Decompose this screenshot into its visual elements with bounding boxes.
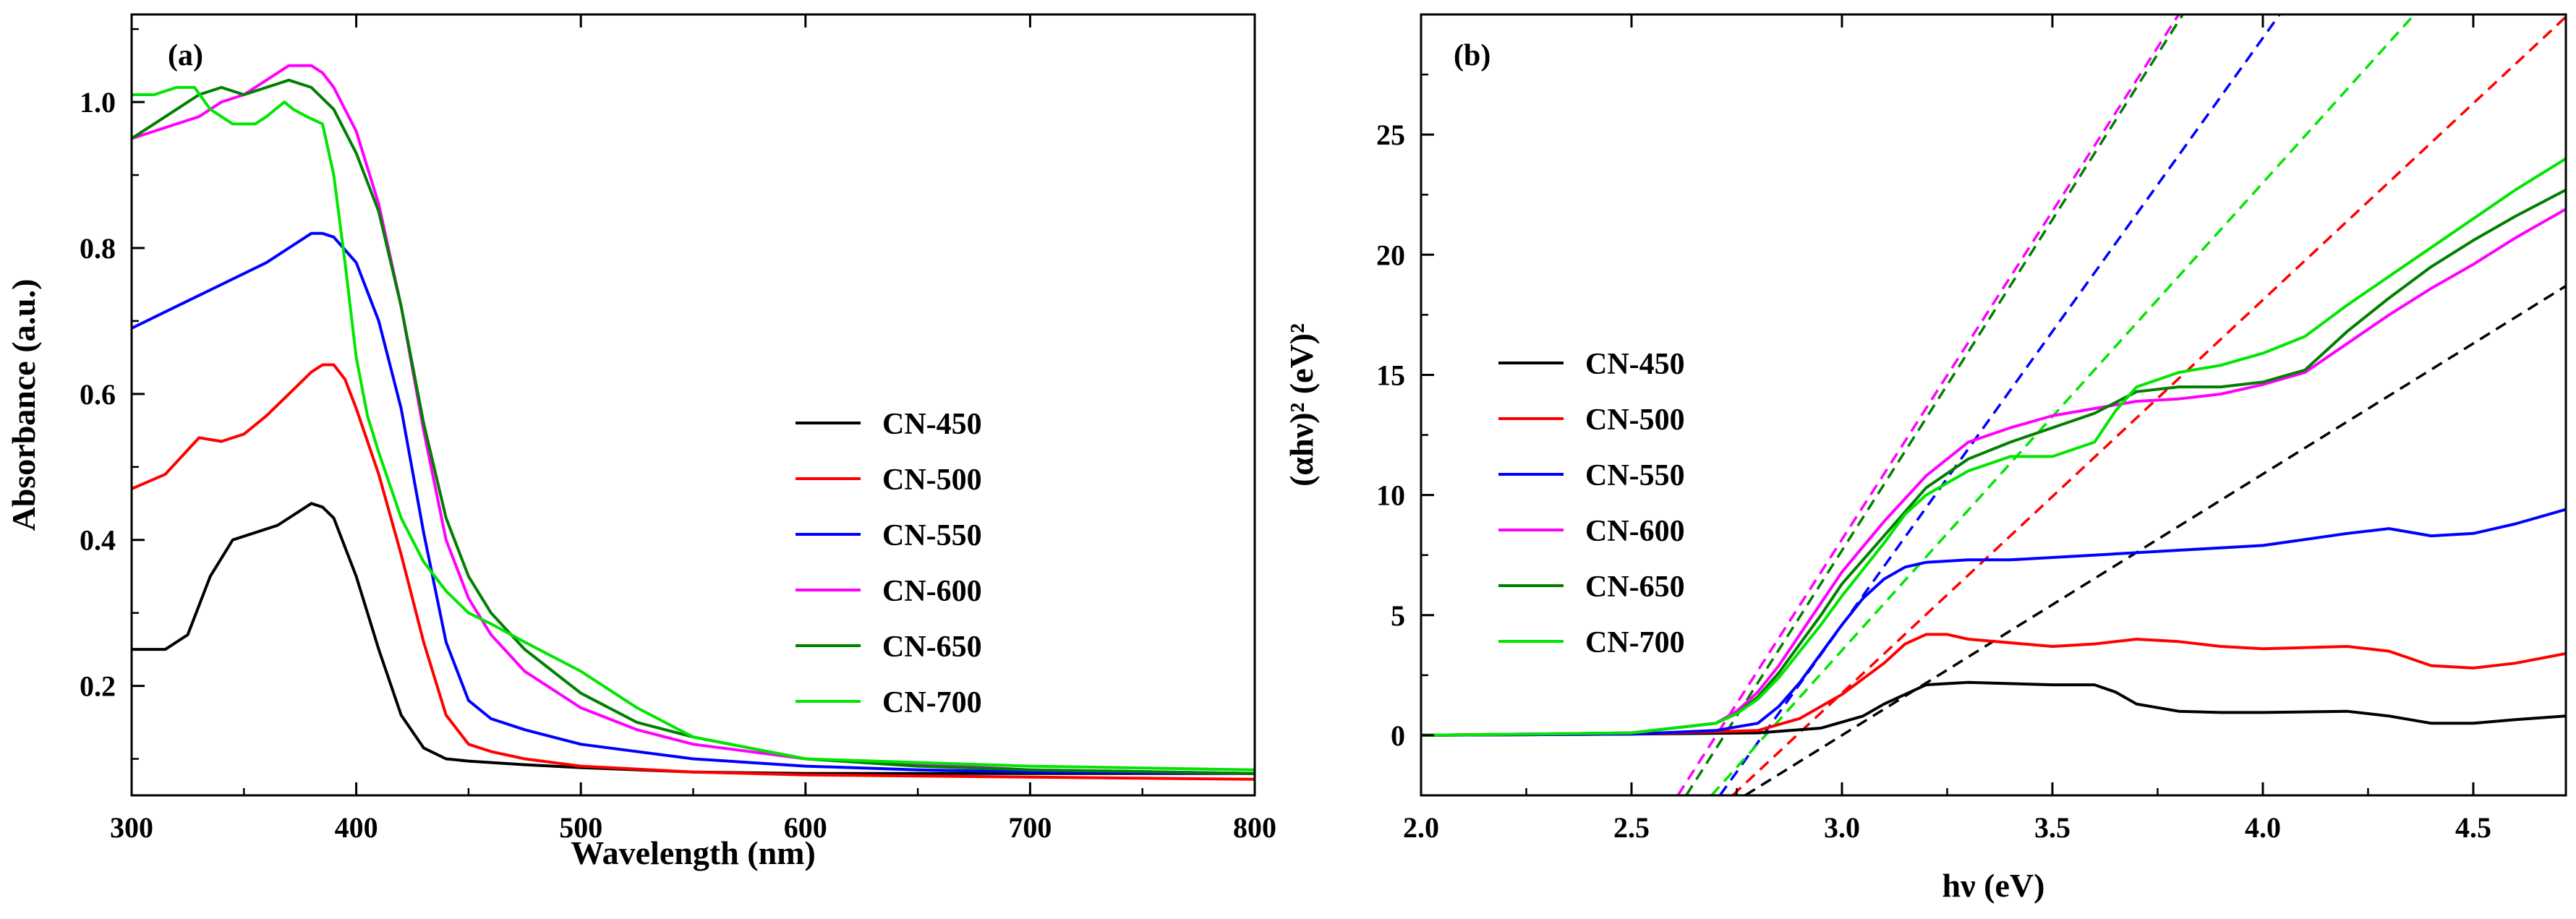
y-tick-label: 0.8 (80, 232, 116, 265)
panel-a-label: (a) (168, 39, 203, 72)
legend-label-cn-450: CN-450 (1585, 348, 1685, 381)
series-line-cn-600 (1421, 208, 2566, 737)
legend-label-cn-550: CN-550 (1585, 459, 1685, 492)
x-tick-label: 600 (784, 811, 827, 844)
panel-a-series-group (130, 64, 1255, 781)
legend-label-cn-700: CN-700 (1585, 626, 1685, 659)
y-tick-label: 0.2 (80, 670, 116, 703)
y-tick-label: 10 (1376, 479, 1405, 512)
series-line-cn-650 (130, 78, 1255, 775)
tangent-line-cn-600 (1676, 14, 2180, 795)
series-line-cn-600 (131, 64, 1255, 775)
x-tick-label: 500 (559, 811, 602, 844)
series-line-cn-550 (1421, 508, 2566, 737)
panel-b-series-group (1421, 157, 2566, 737)
legend-label-cn-500: CN-500 (1585, 403, 1685, 437)
panel-b-legend: CN-450 CN-500 CN-550 CN-600 CN-650 CN-700 (1498, 348, 1685, 659)
x-tick-label: 4.0 (2245, 811, 2281, 844)
tangent-line-cn-500 (1731, 16, 2566, 795)
series-line-cn-450 (132, 502, 1255, 775)
panel-a-absorbance-chart: 300 400 500 600 700 800 0.2 0.4 0.6 0.8 1.0 (a) Wa… (5, 13, 1276, 871)
legend-label-cn-650: CN-650 (1585, 570, 1685, 604)
x-tick-label: 4.5 (2455, 811, 2491, 844)
series-line-cn-700 (1421, 157, 2566, 737)
series-line-cn-700 (132, 85, 1255, 771)
x-tick-label: 3.0 (1824, 811, 1860, 844)
y-tick-label: 20 (1376, 239, 1405, 271)
series-line-cn-650 (1421, 188, 2566, 737)
tangent-line-cn-650 (1685, 14, 2184, 795)
y-tick-label: 0 (1391, 719, 1405, 752)
x-tick-label: 300 (110, 811, 153, 844)
panel-a-ticks: 300 400 500 600 700 800 0.2 0.4 0.6 0.8 1.0 (80, 14, 1276, 844)
panel-b-y-axis-title: (αhν)² (eV)² (1283, 323, 1320, 487)
x-tick-label: 3.5 (2034, 811, 2070, 844)
legend-label-cn-650: CN-650 (882, 631, 982, 664)
y-tick-label: 0.4 (80, 524, 116, 557)
legend-label-cn-600: CN-600 (1585, 515, 1685, 548)
panel-b-tauc-plot: 2.0 2.5 3.0 3.5 4.0 4.5 0 5 10 15 20 25 (b) hν (eV)… (1283, 13, 2567, 904)
x-tick-label: 700 (1008, 811, 1052, 844)
series-line-cn-550 (131, 231, 1255, 775)
legend-label-cn-550: CN-550 (882, 519, 982, 552)
tangent-line-cn-700 (1710, 14, 2415, 795)
x-tick-label: 2.5 (1613, 811, 1650, 844)
y-tick-label: 1.0 (80, 86, 116, 119)
legend-label-cn-500: CN-500 (882, 463, 982, 497)
legend-label-cn-700: CN-700 (882, 686, 982, 719)
panel-b-x-axis-title: hν (eV) (1942, 867, 2045, 904)
panel-b-label: (b) (1454, 39, 1490, 72)
y-tick-label: 5 (1391, 599, 1405, 632)
x-tick-label: 400 (335, 811, 378, 844)
tangent-line-cn-450 (1744, 285, 2566, 795)
x-tick-label: 2.0 (1403, 811, 1439, 844)
y-tick-label: 15 (1376, 359, 1405, 391)
panel-a-x-axis-title: Wavelength (nm) (571, 834, 816, 871)
x-tick-label: 800 (1233, 811, 1276, 844)
panel-b-tangent-lines (1676, 14, 2566, 795)
series-line-cn-500 (1421, 633, 2566, 737)
y-tick-label: 0.6 (80, 378, 116, 411)
y-tick-label: 25 (1376, 119, 1405, 151)
panel-b-ticks: 2.0 2.5 3.0 3.5 4.0 4.5 0 5 10 15 20 25 (1376, 14, 2491, 844)
legend-label-cn-450: CN-450 (882, 408, 982, 441)
panel-a-y-axis-title: Absorbance (a.u.) (5, 279, 42, 531)
series-line-cn-450 (1421, 680, 2566, 737)
panel-a-plot-frame (130, 13, 1256, 797)
legend-label-cn-600: CN-600 (882, 575, 982, 608)
panel-a-legend: CN-450 CN-500 CN-550 CN-600 CN-650 CN-700 (796, 408, 982, 719)
panel-b-plot-frame (1420, 13, 2567, 797)
series-line-cn-500 (131, 363, 1255, 781)
